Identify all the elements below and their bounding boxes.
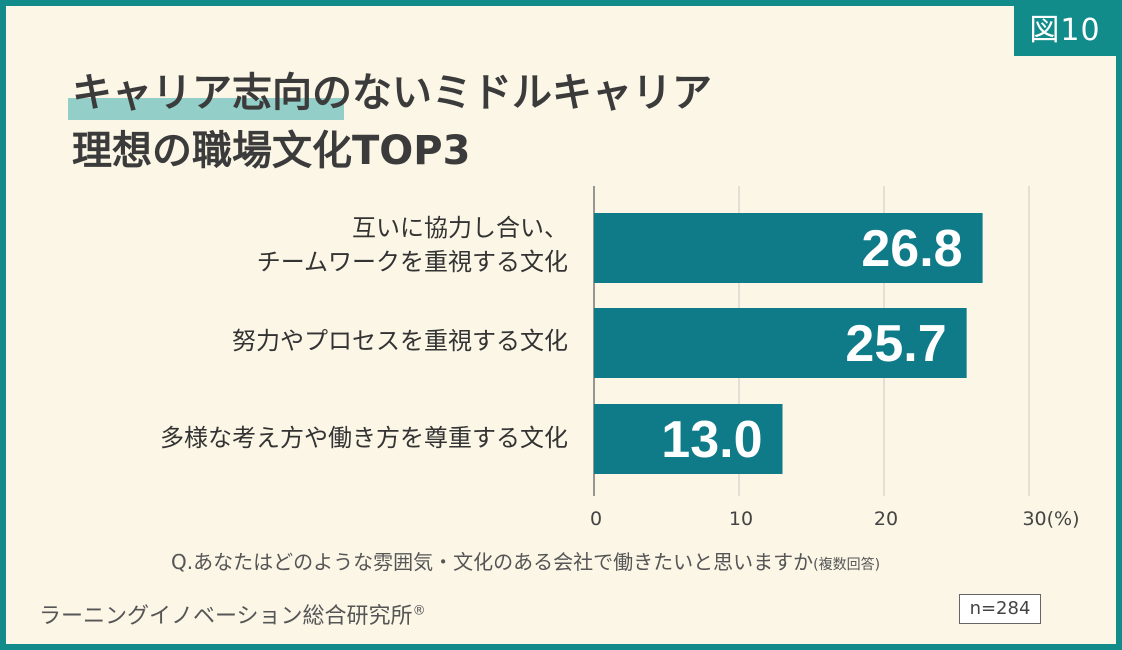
chart-title: キャリア志向のないミドルキャリア 理想の職場文化TOP3: [72, 64, 712, 180]
chart-title-line-1: キャリア志向のないミドルキャリア: [72, 70, 712, 116]
value-labels: 26.8 25.7 13.0: [661, 220, 962, 469]
bar-2: [594, 308, 967, 378]
question-note: (複数回答): [813, 557, 881, 573]
category-label-2: 努力やプロセスを重視する文化: [232, 324, 568, 358]
category-label-1: 互いに協力し合い、 チームワークを重視する文化: [257, 211, 568, 279]
source-text: ラーニングイノベーション総合研究所®: [39, 598, 426, 630]
title-highlight: [68, 98, 344, 120]
x-tick-30: 30(%): [1022, 508, 1080, 530]
bar-3: [594, 404, 783, 474]
bar-1: [594, 213, 983, 283]
category-label-1-line-2: チームワークを重視する文化: [256, 248, 568, 276]
bar-chart-svg: 26.8 25.7 13.0: [593, 186, 1030, 496]
bar-value-label-1: 26.8: [861, 220, 962, 278]
x-tick-10: 10: [728, 508, 754, 530]
category-label-1-line-1: 互いに協力し合い、: [352, 214, 568, 242]
sample-size: n=284: [959, 594, 1041, 624]
bar-value-label-2: 25.7: [845, 315, 946, 373]
figure-label: 図10: [1014, 6, 1116, 56]
plot-area: 26.8 25.7 13.0: [593, 186, 1034, 496]
x-tick-20: 20: [873, 508, 899, 530]
question-text: Q.あなたはどのような雰囲気・文化のある会社で働きたいと思いますか(複数回答): [171, 546, 880, 575]
source-name: ラーニングイノベーション総合研究所: [39, 604, 413, 629]
bar-value-label-3: 13.0: [661, 411, 762, 469]
question-main: Q.あなたはどのような雰囲気・文化のある会社で働きたいと思いますか: [171, 550, 814, 574]
category-label-3: 多様な考え方や働き方を尊重する文化: [160, 421, 568, 455]
category-label-2-line-1: 努力やプロセスを重視する文化: [232, 327, 568, 355]
bars: [594, 213, 983, 474]
x-tick-0: 0: [589, 508, 603, 530]
category-label-3-line-1: 多様な考え方や働き方を尊重する文化: [160, 424, 568, 452]
registered-mark: ®: [412, 603, 426, 619]
chart-title-line-2: 理想の職場文化TOP3: [72, 128, 471, 174]
